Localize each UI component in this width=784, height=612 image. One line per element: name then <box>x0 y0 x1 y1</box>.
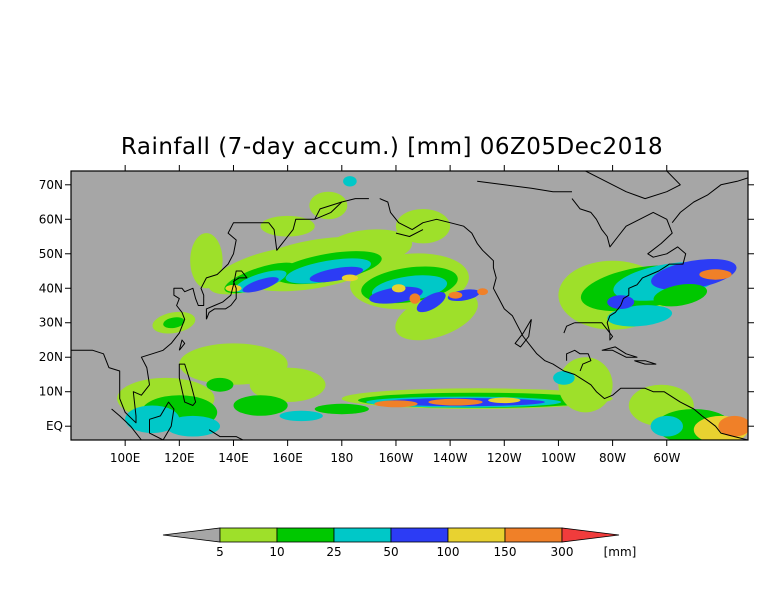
rain-cell <box>125 405 180 434</box>
coastline <box>566 349 592 372</box>
coastlines <box>71 171 748 440</box>
rain-cell <box>607 305 673 327</box>
coastline <box>585 171 681 200</box>
lat-tick-label: EQ <box>46 419 63 433</box>
rain-cell <box>718 415 748 437</box>
colorbar-threshold-label: 300 <box>551 545 574 559</box>
lon-tick-label: 120E <box>164 451 195 465</box>
colorbar-threshold-label: 50 <box>383 545 398 559</box>
colorbar-right-arrow <box>561 527 620 543</box>
lat-tick-label: 10N <box>39 385 63 399</box>
rain-cell <box>249 367 326 402</box>
lat-tick-label: 70N <box>39 178 63 192</box>
colorbar-threshold-label: 150 <box>494 545 517 559</box>
lat-tick-label: 50N <box>39 247 63 261</box>
rain-cell <box>699 269 732 280</box>
colorbar-segment <box>504 527 563 543</box>
rain-cell <box>428 398 483 406</box>
rain-cell <box>341 274 358 282</box>
coastline <box>477 180 572 193</box>
coastline <box>208 429 245 440</box>
coastline <box>205 270 248 320</box>
coastline <box>111 408 142 440</box>
rain-cell <box>374 400 418 408</box>
colorbar-segment <box>276 527 335 543</box>
coastline <box>634 360 657 365</box>
lon-tick-label: 60W <box>653 451 680 465</box>
rain-cell <box>225 284 242 292</box>
colorbar-segment <box>447 527 506 543</box>
rain-cell <box>343 176 357 187</box>
colorbar-segment <box>219 527 278 543</box>
coastline <box>563 322 575 334</box>
lat-tick-label: 60N <box>39 212 63 226</box>
colorbar-segment <box>333 527 392 543</box>
map-title: Rainfall (7-day accum.) [mm] 06Z05Dec201… <box>120 134 664 160</box>
rain-cell <box>190 233 223 289</box>
rain-cell <box>309 266 364 283</box>
rain-cell <box>369 286 423 304</box>
coastline <box>671 177 748 224</box>
rain-cell <box>653 284 708 307</box>
coastline <box>514 319 532 348</box>
colorbar-threshold-label: 10 <box>269 545 284 559</box>
rain-cell <box>448 291 463 299</box>
rain-cell <box>409 293 421 304</box>
coastline <box>395 229 424 237</box>
map-frame <box>70 170 749 441</box>
lon-tick-label: 140E <box>218 451 249 465</box>
lon-tick-label: 180 <box>330 451 353 465</box>
rain-cell <box>488 397 521 404</box>
lat-tick-label: 40N <box>39 281 63 295</box>
rain-cell <box>395 209 451 244</box>
coastline <box>571 198 687 341</box>
lat-tick-label: 30N <box>39 316 63 330</box>
lon-tick-label: 80W <box>599 451 626 465</box>
rain-cell <box>391 284 406 293</box>
rain-cell <box>314 403 369 415</box>
coastline <box>178 363 197 406</box>
rain-cell <box>279 410 323 422</box>
rain-cell <box>233 395 288 416</box>
lon-tick-label: 140W <box>433 451 468 465</box>
colorbar-threshold-label: 25 <box>326 545 341 559</box>
lon-tick-label: 160E <box>272 451 303 465</box>
coastline <box>71 198 369 424</box>
coastline <box>314 201 342 220</box>
rain-cell <box>553 371 575 385</box>
axis-ticks: 100E 120E 140E 160E 180 160W 140W 120W 100W 80W 60… <box>39 165 754 465</box>
colorbar-threshold-label: 5 <box>216 545 224 559</box>
colorbar-segment <box>390 527 449 543</box>
colorbar: 5 10 25 50 100 150 300 [mm] <box>162 527 637 559</box>
rain-cell <box>163 317 185 329</box>
rain-cell <box>242 277 279 293</box>
coastline <box>601 346 638 358</box>
coastline <box>178 339 186 351</box>
lon-tick-label: 120W <box>487 451 522 465</box>
rain-cell <box>309 191 348 220</box>
lon-tick-label: 100E <box>110 451 141 465</box>
rain-cell <box>558 357 613 413</box>
lat-tick-label: 20N <box>39 350 63 364</box>
rain-cell <box>165 415 220 437</box>
coastline <box>149 401 175 440</box>
rain-cell <box>650 415 683 437</box>
rain-cell <box>651 258 737 291</box>
rainfall-field <box>117 176 748 440</box>
rain-cell <box>477 288 488 296</box>
rain-cell <box>416 292 446 313</box>
rain-cell <box>607 295 635 309</box>
colorbar-left-arrow <box>162 527 221 543</box>
lon-tick-label: 100W <box>541 451 576 465</box>
rain-cell <box>206 377 234 392</box>
coastline <box>379 198 748 440</box>
colorbar-unit-label: [mm] <box>604 545 637 559</box>
lon-tick-label: 160W <box>379 451 414 465</box>
colorbar-threshold-label: 100 <box>437 545 460 559</box>
